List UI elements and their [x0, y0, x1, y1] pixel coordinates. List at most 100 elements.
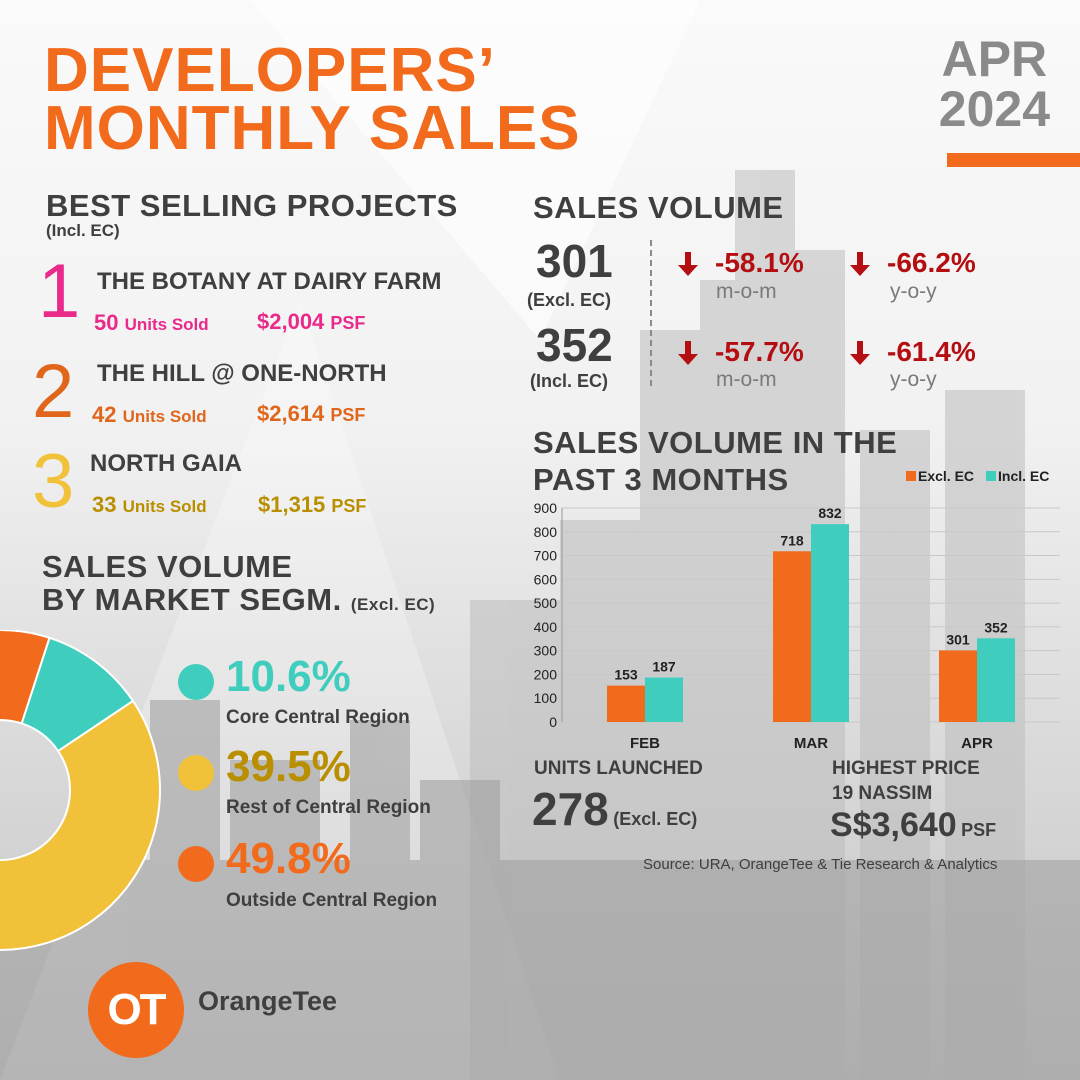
bar-feb-incl — [645, 677, 683, 722]
chart-title-line-1: SALES VOLUME IN THE — [533, 425, 898, 460]
mom-label-excl: m-o-m — [716, 280, 777, 303]
down-arrow-icon — [678, 341, 698, 365]
mom-change-excl: -58.1% — [715, 247, 804, 278]
ccr-legend-dot — [178, 664, 214, 700]
legend-label: Excl. EC — [918, 468, 974, 484]
project-3-price: $1,315 PSF — [258, 492, 366, 518]
market-segment-note: (Excl. EC) — [350, 595, 436, 614]
best-selling-subheading: (Incl. EC) — [46, 221, 120, 240]
rcr-legend-dot — [178, 755, 214, 791]
market-segment-heading-line-2-text: BY MARKET SEGM. — [42, 582, 342, 617]
project-2-name: THE HILL @ ONE-NORTH — [97, 360, 387, 387]
highest-price-heading: HIGHEST PRICE — [832, 758, 980, 779]
rcr-percentage: 39.5% — [226, 742, 351, 791]
project-3-units-label: Units Sold — [122, 497, 207, 516]
x-category-label: MAR — [794, 735, 828, 752]
x-category-label: APR — [961, 735, 993, 752]
sales-volume-heading: SALES VOLUME — [533, 190, 784, 225]
highest-price-project: 19 NASSIM — [832, 783, 933, 804]
y-tick-label: 700 — [534, 548, 558, 564]
logo-letters: OT — [107, 985, 166, 1034]
bar-apr-excl — [939, 650, 977, 722]
project-1-price: $2,004 PSF — [257, 309, 365, 335]
bar-value-label: 301 — [946, 631, 970, 647]
project-2-units: 42 Units Sold — [92, 402, 207, 428]
highest-price-value: S$3,640 — [830, 806, 957, 844]
project-2-price: $2,614 PSF — [257, 401, 365, 427]
market-segment-donut-chart — [0, 630, 161, 951]
project-1-price-value: $2,004 — [257, 309, 325, 334]
project-1-units-value: 50 — [94, 310, 119, 335]
market-segment-heading-line-2: BY MARKET SEGM. (Excl. EC) — [42, 583, 435, 621]
source-note: Source: URA, OrangeTee & Tie Research & … — [643, 856, 998, 873]
bar-value-label: 187 — [652, 659, 676, 675]
y-tick-label: 400 — [534, 619, 558, 635]
project-1-units: 50 Units Sold — [94, 310, 209, 336]
sales-volume-bar-chart: 0 100 200 300 400 500 600 700 800 900 153 187 FEB 718… — [534, 468, 1060, 752]
project-1-name: THE BOTANY AT DAIRY FARM — [97, 268, 442, 295]
report-date: APR 2024 — [939, 34, 1050, 134]
donut-slice-1 — [0, 699, 161, 951]
donut-slice-2 — [0, 630, 51, 725]
ocr-label: Outside Central Region — [226, 890, 438, 911]
highest-price: S$3,640 PSF — [830, 806, 996, 845]
mom-change-incl: -57.7% — [715, 336, 804, 367]
sales-volume-incl-value: 352 — [536, 319, 613, 371]
report-month: APR — [941, 31, 1048, 87]
date-underline-bar — [947, 153, 1080, 167]
sales-volume-divider — [650, 240, 652, 386]
highest-price-unit: PSF — [961, 820, 997, 840]
y-tick-label: 100 — [534, 690, 558, 706]
project-1-units-label: Units Sold — [124, 315, 209, 334]
y-tick-label: 800 — [534, 524, 558, 540]
bar-mar-incl — [811, 524, 849, 722]
bar-value-label: 153 — [614, 667, 638, 683]
down-arrow-icon — [850, 341, 870, 365]
title-line-1: DEVELOPERS’ — [44, 36, 496, 105]
rank-2-number: 2 — [32, 349, 75, 434]
y-tick-label: 900 — [534, 500, 558, 516]
brand-name: OrangeTee — [198, 986, 338, 1016]
project-3-name: NORTH GAIA — [90, 450, 242, 477]
project-3-units: 33 Units Sold — [92, 492, 207, 518]
y-tick-label: 500 — [534, 595, 558, 611]
project-3-price-unit: PSF — [331, 496, 367, 516]
legend-label: Incl. EC — [998, 468, 1049, 484]
ccr-label: Core Central Region — [226, 707, 410, 728]
project-2-price-unit: PSF — [330, 405, 366, 425]
down-arrow-icon — [678, 252, 698, 276]
y-tick-label: 300 — [534, 643, 558, 659]
y-tick-label: 600 — [534, 571, 558, 587]
market-segment-heading-line-1: SALES VOLUME — [42, 549, 293, 584]
bar-apr-incl — [977, 638, 1015, 722]
page-title: DEVELOPERS’ MONTHLY SALES — [44, 36, 581, 163]
y-tick-label: 0 — [549, 714, 557, 730]
report-year: 2024 — [938, 81, 1050, 137]
project-3-price-value: $1,315 — [258, 492, 326, 517]
ocr-percentage: 49.8% — [226, 834, 351, 883]
title-line-2: MONTHLY SALES — [44, 94, 581, 163]
bar-value-label: 718 — [780, 532, 804, 548]
market-segment-heading: SALES VOLUME BY MARKET SEGM. (Excl. EC) — [42, 550, 435, 621]
legend-swatch — [986, 471, 996, 481]
project-1-price-unit: PSF — [330, 313, 366, 333]
x-category-label: FEB — [630, 735, 660, 752]
project-3-units-value: 33 — [92, 492, 117, 517]
y-tick-label: 200 — [534, 666, 558, 682]
legend-swatch — [906, 471, 916, 481]
rank-3-number: 3 — [32, 439, 75, 524]
project-2-units-label: Units Sold — [122, 407, 207, 426]
bar-value-label: 352 — [984, 619, 1008, 635]
units-launched-note: (Excl. EC) — [613, 809, 698, 829]
yoy-label-incl: y-o-y — [890, 368, 937, 391]
sales-volume-incl-label: (Incl. EC) — [530, 371, 609, 391]
mom-label-incl: m-o-m — [716, 368, 777, 391]
project-2-units-value: 42 — [92, 402, 117, 427]
chart-title-line-2: PAST 3 MONTHS — [533, 462, 789, 497]
chart-title: SALES VOLUME IN THE PAST 3 MONTHS — [533, 424, 897, 498]
yoy-label-excl: y-o-y — [890, 280, 937, 303]
rank-1-number: 1 — [38, 249, 81, 334]
rcr-label: Rest of Central Region — [226, 797, 431, 818]
bar-feb-excl — [607, 685, 645, 722]
sales-volume-excl-value: 301 — [536, 235, 613, 287]
